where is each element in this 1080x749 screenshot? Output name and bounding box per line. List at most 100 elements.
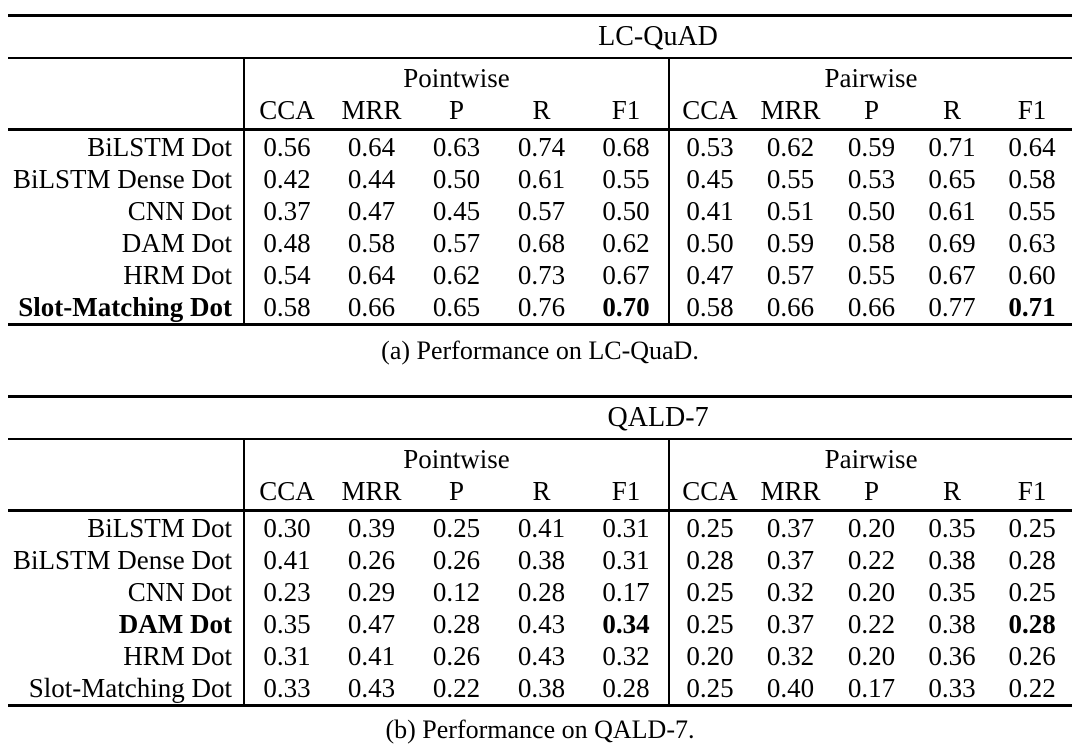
metric-value: 0.51: [766, 195, 815, 226]
title-spacer: [8, 14, 244, 59]
col-header-f1: F1: [584, 473, 669, 512]
metric-value: 0.22: [992, 672, 1073, 707]
metric-value: 0.50: [432, 163, 481, 194]
model-label: BiLSTM Dense Dot: [13, 163, 232, 194]
group-header-row: Pointwise Pairwise: [8, 439, 1073, 473]
col-header-mrr: MRR: [750, 92, 831, 131]
metric-value: 0.65: [414, 291, 499, 326]
metric-value: 0.61: [517, 163, 566, 194]
metric-value: 0.55: [1008, 195, 1056, 226]
metric-value: 0.28: [517, 576, 566, 607]
metric-value: 0.64: [347, 259, 396, 290]
metric-value: 0.40: [750, 672, 831, 707]
model-label: CNN Dot: [127, 195, 232, 226]
metric-value: 0.74: [517, 131, 566, 162]
group-spacer: [8, 439, 244, 473]
metric-value: 0.45: [668, 163, 750, 195]
model-label: DAM Dot: [118, 608, 232, 639]
metric-value: 0.71: [992, 291, 1073, 326]
metric-value: 0.71: [928, 131, 976, 162]
metric-value: 0.59: [847, 131, 896, 162]
metric-spacer: [8, 92, 244, 131]
table-row: Slot-Matching Dot 0.58 0.66 0.65 0.76 0.…: [8, 291, 1073, 326]
dataset-title: QALD-7: [244, 395, 1073, 440]
metric-value: 0.38: [517, 544, 566, 575]
table-row: BiLSTM Dot 0.30 0.39 0.25 0.41 0.31 0.25…: [8, 510, 1072, 544]
metric-value: 0.25: [668, 608, 750, 640]
table-row: DAM Dot 0.48 0.58 0.57 0.68 0.62 0.50 0.…: [8, 227, 1072, 259]
metric-value: 0.66: [750, 291, 831, 326]
metric-value: 0.25: [1008, 576, 1056, 607]
metric-value: 0.41: [347, 640, 396, 671]
metric-value: 0.12: [432, 576, 481, 607]
metric-value: 0.54: [243, 259, 329, 291]
metric-value: 0.33: [912, 672, 992, 707]
metric-value: 0.26: [1008, 640, 1056, 671]
metric-value: 0.41: [517, 512, 566, 543]
col-header-cca: CCA: [668, 92, 750, 131]
metric-value: 0.50: [668, 227, 750, 259]
metric-value: 0.29: [347, 576, 396, 607]
metric-value: 0.28: [1008, 544, 1056, 575]
metric-value: 0.38: [928, 544, 976, 575]
dataset-title: LC-QuAD: [244, 14, 1073, 59]
metric-value: 0.77: [912, 291, 992, 326]
metric-value: 0.25: [668, 672, 750, 707]
metric-value: 0.28: [584, 672, 669, 707]
metric-value: 0.33: [243, 672, 329, 707]
group-header-pointwise: Pointwise: [243, 439, 669, 473]
model-label: Slot-Matching Dot: [8, 291, 244, 326]
table-caption-a: (a) Performance on LC-QuaD.: [381, 336, 699, 365]
metric-value: 0.56: [243, 129, 329, 163]
metric-value: 0.43: [517, 640, 566, 671]
metric-value: 0.59: [766, 227, 815, 258]
col-header-cca: CCA: [243, 473, 329, 512]
table-row: CNN Dot 0.37 0.47 0.45 0.57 0.50 0.41 0.…: [8, 195, 1072, 227]
metric-value: 0.20: [847, 576, 896, 607]
table-section-qald7: QALD-7 Pointwise Pairwise CCA MRR P R F1…: [8, 395, 1073, 749]
metric-value: 0.30: [243, 510, 329, 544]
metric-value: 0.58: [243, 291, 329, 326]
metric-value: 0.67: [928, 259, 976, 290]
metric-value: 0.36: [928, 640, 976, 671]
metric-value: 0.57: [432, 227, 481, 258]
metric-value: 0.73: [517, 259, 566, 290]
metric-value: 0.44: [347, 163, 396, 194]
model-label: BiLSTM Dense Dot: [13, 544, 232, 575]
metric-value: 0.55: [602, 163, 650, 194]
group-header-pairwise: Pairwise: [667, 439, 1073, 473]
metric-value: 0.34: [602, 608, 650, 639]
metric-value: 0.47: [347, 608, 396, 639]
metric-value: 0.50: [602, 195, 650, 226]
metric-value: 0.31: [602, 544, 650, 575]
col-header-f1: F1: [992, 473, 1073, 512]
metric-value: 0.20: [847, 640, 896, 671]
metric-value: 0.62: [766, 131, 815, 162]
col-header-r: R: [912, 473, 992, 512]
metric-value: 0.76: [499, 291, 584, 326]
col-header-r: R: [912, 92, 992, 131]
table-row: DAM Dot 0.35 0.47 0.28 0.43 0.34 0.25 0.…: [8, 608, 1072, 640]
metric-value: 0.48: [243, 227, 329, 259]
metric-value: 0.25: [1008, 512, 1056, 543]
group-header-row: Pointwise Pairwise: [8, 58, 1073, 92]
col-header-f1: F1: [584, 92, 669, 131]
metric-value: 0.64: [347, 131, 396, 162]
model-label: CNN Dot: [127, 576, 232, 607]
metric-value: 0.63: [1008, 227, 1056, 258]
col-header-mrr: MRR: [750, 473, 831, 512]
metric-value: 0.22: [847, 608, 896, 639]
table-caption-b: (b) Performance on QALD-7.: [385, 715, 695, 744]
title-spacer: [8, 395, 244, 440]
metric-value: 0.37: [766, 512, 815, 543]
metric-value: 0.61: [928, 195, 976, 226]
metric-value: 0.43: [329, 672, 414, 707]
metric-value: 0.67: [602, 259, 650, 290]
metric-value: 0.35: [928, 576, 976, 607]
metric-value: 0.28: [432, 608, 481, 639]
metric-value: 0.37: [243, 195, 329, 227]
metric-value: 0.20: [847, 512, 896, 543]
metric-value: 0.57: [766, 259, 815, 290]
metric-value: 0.55: [847, 259, 896, 290]
